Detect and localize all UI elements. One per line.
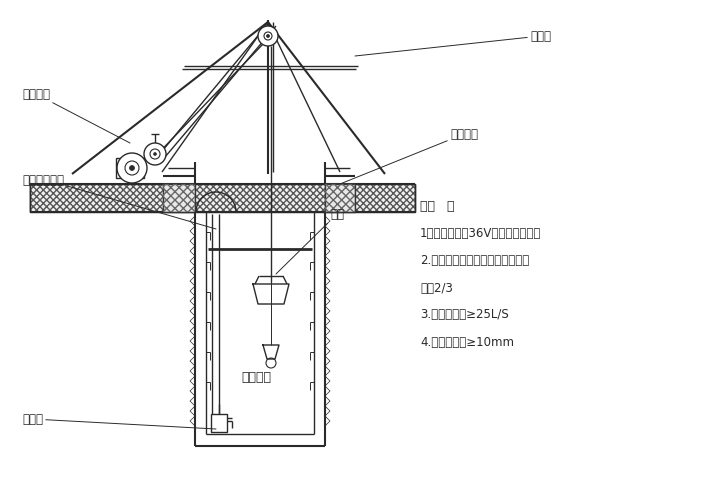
- Text: 钢架管: 钢架管: [355, 30, 551, 57]
- Text: 风机及送风管: 风机及送风管: [22, 173, 216, 229]
- Text: 3.孔内送风量≥25L/S: 3.孔内送风量≥25L/S: [420, 308, 509, 321]
- Bar: [30, 184, 415, 212]
- Bar: [30, 184, 415, 212]
- Text: 4.钢丝绳直径≥10mm: 4.钢丝绳直径≥10mm: [420, 335, 514, 348]
- Circle shape: [129, 166, 134, 171]
- Circle shape: [258, 27, 278, 47]
- Text: 说明   ：: 说明 ：: [420, 200, 455, 213]
- Text: 2.吊桶为皮桶，一次装土量不超过: 2.吊桶为皮桶，一次装土量不超过: [420, 254, 530, 267]
- Bar: [325, 184, 355, 212]
- Text: 照明灯具: 照明灯具: [241, 371, 271, 384]
- Bar: [211, 414, 227, 432]
- Bar: [163, 184, 195, 212]
- Circle shape: [117, 154, 147, 183]
- Text: 潜水泵: 潜水泵: [22, 413, 216, 429]
- Circle shape: [144, 144, 166, 166]
- Circle shape: [153, 153, 156, 156]
- Text: 1：孔内照明为36V低电压电灯灯泡: 1：孔内照明为36V低电压电灯灯泡: [420, 227, 542, 240]
- Text: 容量2/3: 容量2/3: [420, 281, 453, 294]
- Bar: [116, 159, 144, 179]
- Circle shape: [267, 35, 269, 38]
- Text: 电动葫芦: 电动葫芦: [22, 88, 130, 144]
- Text: 吊桶: 吊桶: [276, 208, 344, 274]
- Bar: [163, 184, 195, 212]
- Bar: [325, 184, 355, 212]
- Text: 砖砌井圈: 砖砌井圈: [340, 128, 478, 184]
